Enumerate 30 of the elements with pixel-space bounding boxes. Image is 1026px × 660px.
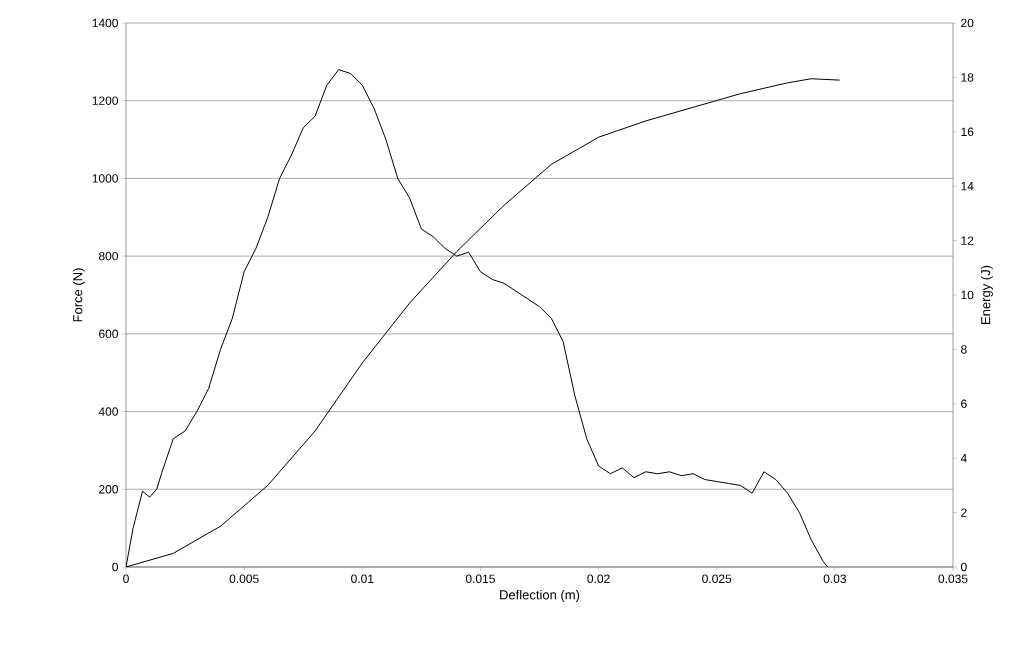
y-tick-label: 1000: [92, 174, 118, 183]
y2-tick-label: 0: [961, 562, 967, 572]
y2-tick-label: 20: [961, 18, 974, 28]
y2-tick-label: 14: [961, 182, 974, 191]
y2-tick-label: 4: [960, 454, 967, 463]
x-tick-label: 0.005: [229, 574, 259, 584]
y-tick-label: 400: [98, 407, 118, 416]
y2-tick-label: 18: [961, 73, 974, 82]
y-tick-label: 600: [99, 329, 118, 339]
y-tick-label: 0: [112, 562, 119, 572]
y2-axis-title: Energy (J): [980, 265, 993, 324]
y2-tick-label: 2: [961, 508, 967, 517]
y2-tick-label: 12: [961, 236, 974, 245]
x-tick-label: 0.025: [702, 574, 732, 584]
x-tick-label: 0.03: [823, 574, 847, 584]
x-axis-title: Deflection (m): [500, 589, 580, 602]
y-axis-title: Force (N): [72, 268, 85, 322]
y2-tick-label: 6: [961, 399, 967, 409]
y-tick-label: 200: [99, 485, 118, 494]
y2-tick-label: 8: [961, 345, 967, 354]
y2-tick-label: 10: [961, 290, 974, 300]
x-tick-label: 0.035: [938, 574, 968, 584]
x-tick-label: 0.01: [351, 574, 374, 584]
x-tick-label: 0.015: [465, 574, 495, 584]
y-tick-label: 1400: [92, 18, 118, 28]
y-tick-label: 1200: [92, 96, 118, 105]
x-tick-label: 0.02: [587, 574, 610, 584]
x-tick-label: 0: [123, 574, 129, 584]
y-tick-label: 800: [98, 251, 118, 261]
y2-tick-label: 16: [961, 127, 974, 137]
